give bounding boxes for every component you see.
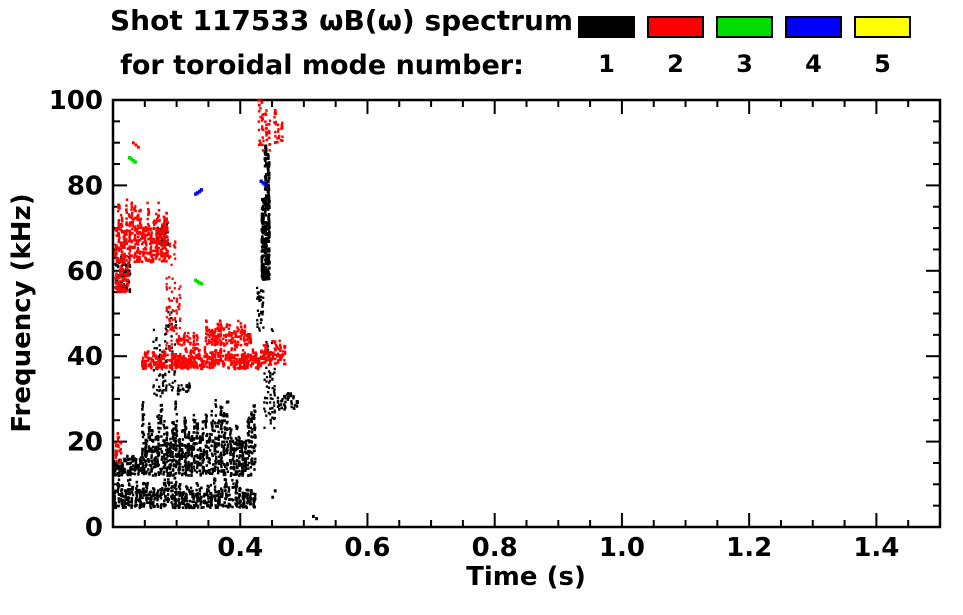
- y-axis-label: Frequency (kHz): [7, 193, 37, 432]
- legend-swatch-n3: [716, 16, 773, 38]
- series-n3-points: [127, 156, 203, 286]
- legend-number-n4: 4: [805, 50, 822, 78]
- x-tick-label: 0.8: [472, 533, 518, 563]
- legend-swatch-n4: [785, 16, 842, 38]
- legend-swatch-n2: [647, 16, 704, 38]
- chart-subtitle: for toroidal mode number:: [120, 50, 524, 81]
- y-tick-label: 100: [49, 86, 103, 116]
- x-tick-label: 0.4: [217, 533, 263, 563]
- legend-swatches: [578, 16, 911, 38]
- legend-number-n3: 3: [736, 50, 753, 78]
- x-tick-label: 1.0: [599, 533, 645, 563]
- x-axis-label: Time (s): [466, 562, 586, 592]
- legend-numbers: 1 2 3 4 5: [578, 50, 911, 78]
- legend-number-n2: 2: [667, 50, 684, 78]
- y-tick-label: 60: [67, 257, 103, 287]
- series-n1-points: [112, 144, 318, 521]
- legend-number-n5: 5: [874, 50, 891, 78]
- x-tick-label: 1.2: [726, 533, 772, 563]
- series-n4-points: [194, 179, 267, 196]
- legend-swatch-n5: [854, 16, 911, 38]
- legend-swatch-n1: [578, 16, 635, 38]
- chart-title: Shot 117533 ωB(ω) spectrum: [110, 4, 574, 37]
- axis-tick-labels: 0.4 0.6 0.8 1.0 1.2 1.4 0 20 40 60 80 100: [49, 86, 900, 563]
- y-tick-label: 20: [67, 428, 103, 458]
- y-tick-label: 80: [67, 171, 103, 201]
- y-tick-label: 40: [67, 342, 103, 372]
- x-tick-label: 0.6: [344, 533, 390, 563]
- data-points: [112, 98, 318, 521]
- series-n2-points: [114, 98, 287, 465]
- axis-ticks: [113, 99, 940, 528]
- legend-number-n1: 1: [598, 50, 615, 78]
- x-tick-label: 1.4: [853, 533, 899, 563]
- y-tick-label: 0: [85, 513, 103, 543]
